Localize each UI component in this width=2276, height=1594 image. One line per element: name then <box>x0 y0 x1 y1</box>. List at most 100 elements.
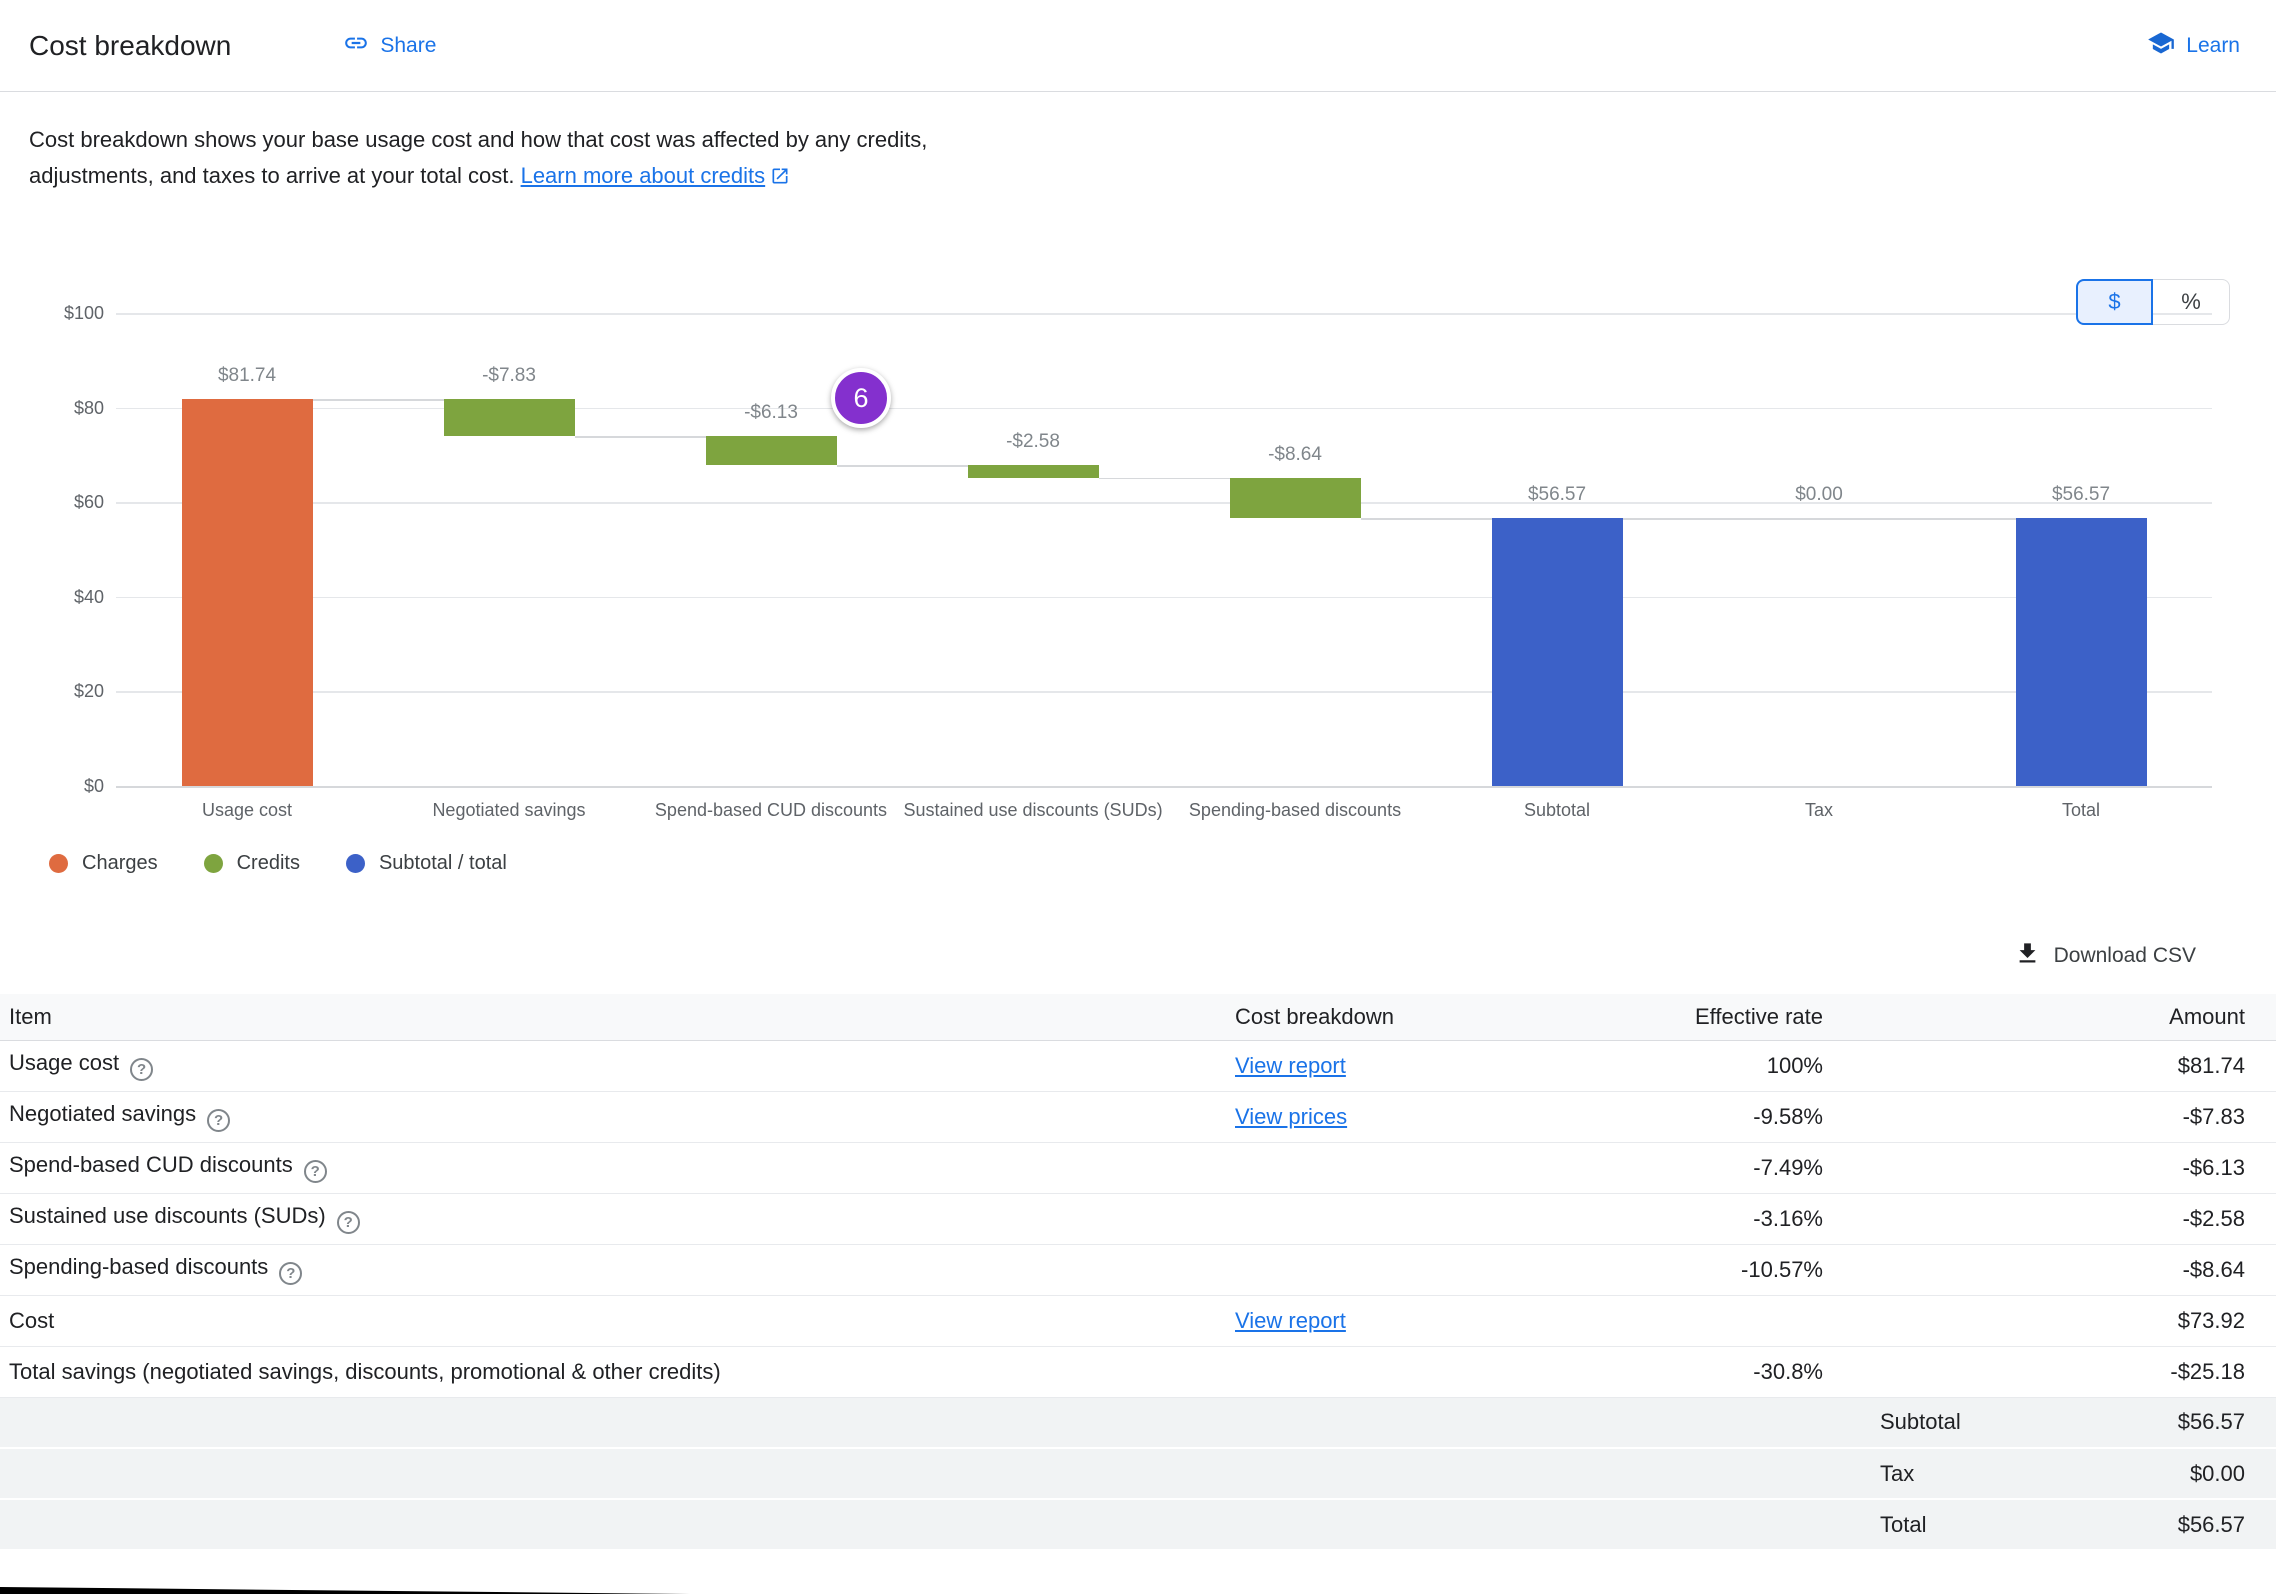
table-row: Spend-based CUD discounts? -7.49% -$6.13 <box>0 1142 2276 1194</box>
summary-cell: Total $56.57 <box>1823 1499 2276 1551</box>
summary-fill-cell <box>0 1397 1823 1449</box>
column-header-cost-breakdown: Cost breakdown <box>1226 994 1660 1041</box>
item-label: Spending-based discounts <box>9 1254 269 1279</box>
download-icon <box>2014 940 2041 973</box>
bar-usage-cost[interactable] <box>181 399 313 786</box>
item-label: Total savings (negotiated savings, disco… <box>9 1358 721 1384</box>
gridline <box>116 502 2212 504</box>
bar-spending-based-discounts[interactable] <box>1229 477 1361 519</box>
legend-dot <box>345 853 365 873</box>
description-text: Cost breakdown shows your base usage cos… <box>29 127 928 188</box>
table-row: Negotiated savings? View prices -9.58% -$7.… <box>0 1091 2276 1143</box>
x-axis-category-label: Negotiated savings <box>432 800 586 820</box>
column-header-amount: Amount <box>1823 994 2276 1041</box>
download-csv-button[interactable]: Download CSV <box>2014 940 2196 972</box>
zero-bar-line <box>1753 518 1885 520</box>
waterfall-connector <box>574 436 706 438</box>
item-cell: Spending-based discounts? <box>0 1244 1226 1296</box>
item-cell: Negotiated savings? <box>0 1091 1226 1143</box>
legend-dot <box>49 853 68 873</box>
bar-value-label: $0.00 <box>1795 484 1843 506</box>
bar-value-label: -$7.83 <box>482 365 536 387</box>
help-circle-icon[interactable]: ? <box>303 1160 327 1183</box>
summary-row-subtotal: Subtotal $56.57 <box>0 1397 2276 1449</box>
x-axis-category-label: Sustained use discounts (SUDs) <box>903 800 1163 820</box>
waterfall-connector <box>1622 518 1754 520</box>
item-label: Usage cost <box>9 1050 120 1075</box>
view-report-link[interactable]: View report <box>1235 1307 1346 1333</box>
bar-value-label: $56.57 <box>1527 484 1587 506</box>
x-axis-category-label: Total <box>2061 800 2101 820</box>
effective-rate-cell: -9.58% <box>1660 1091 1823 1143</box>
x-axis-category-label: Subtotal <box>1523 800 1591 820</box>
main-content: Cost breakdown shows your base usage cos… <box>0 122 2276 1551</box>
table-header-row: Item Cost breakdown Effective rate Amoun… <box>0 994 2276 1041</box>
learn-label: Learn <box>2186 33 2240 57</box>
learn-more-credits-link[interactable]: Learn more about credits <box>521 163 791 188</box>
gridline <box>116 596 2212 599</box>
gridline <box>116 407 2212 410</box>
y-axis-tick: $60 <box>73 492 104 513</box>
bar-subtotal[interactable] <box>1491 518 1623 786</box>
effective-rate-cell <box>1660 1295 1823 1347</box>
summary-label: Subtotal <box>1880 1409 1961 1435</box>
item-label: Cost <box>9 1307 55 1333</box>
item-cell: Usage cost? <box>0 1040 1226 1092</box>
screen-edge-artifact <box>0 1587 690 1594</box>
summary-amount: $56.57 <box>2177 1409 2245 1435</box>
bar-negotiated-savings[interactable] <box>443 399 575 437</box>
column-header-item: Item <box>0 994 1226 1041</box>
legend-label: Subtotal / total <box>378 851 507 874</box>
summary-amount: $0.00 <box>2189 1460 2245 1486</box>
bar-spend-based-cud-discounts[interactable] <box>705 436 837 466</box>
summary-amount: $56.57 <box>2177 1511 2245 1537</box>
table-row: Sustained use discounts (SUDs)? -3.16% -$2… <box>0 1193 2276 1245</box>
step-badge: 6 <box>831 368 891 428</box>
bar-total[interactable] <box>2015 518 2147 786</box>
effective-rate-cell: -3.16% <box>1660 1193 1823 1245</box>
x-axis-category-label: Usage cost <box>201 800 293 820</box>
gridline <box>116 786 2212 788</box>
effective-rate-cell: -30.8% <box>1660 1346 1823 1398</box>
help-circle-icon[interactable]: ? <box>130 1058 154 1081</box>
percent-toggle-button[interactable]: % <box>2153 279 2230 325</box>
learn-button[interactable]: Learn <box>2147 29 2240 63</box>
y-axis-tick: $40 <box>73 586 104 607</box>
dollar-toggle-button[interactable]: $ <box>2076 279 2153 325</box>
summary-fill-cell <box>0 1448 1823 1500</box>
open-in-new-icon <box>770 161 790 197</box>
amount-cell: $73.92 <box>1823 1295 2276 1347</box>
cost-breakdown-cell <box>1226 1244 1660 1296</box>
amount-cell: -$25.18 <box>1823 1346 2276 1398</box>
waterfall-connector <box>1098 477 1230 480</box>
summary-cell: Subtotal $56.57 <box>1823 1397 2276 1449</box>
help-circle-icon[interactable]: ? <box>207 1109 231 1132</box>
y-axis-tick: $80 <box>73 397 104 418</box>
summary-label: Tax <box>1880 1460 1915 1486</box>
legend-item-credits: Credits <box>203 852 300 875</box>
view-prices-link[interactable]: View prices <box>1235 1103 1348 1129</box>
help-circle-icon[interactable]: ? <box>336 1211 360 1234</box>
item-label: Sustained use discounts (SUDs) <box>9 1203 326 1228</box>
summary-inner: Subtotal $56.57 <box>1823 1409 2276 1435</box>
waterfall-connector <box>1884 518 2016 520</box>
bar-sustained-use-discounts-suds[interactable] <box>967 465 1099 478</box>
summary-row-total: Total $56.57 <box>0 1499 2276 1551</box>
help-circle-icon[interactable]: ? <box>279 1262 303 1285</box>
item-label: Spend-based CUD discounts <box>9 1152 293 1177</box>
cost-breakdown-cell: View report <box>1226 1295 1660 1347</box>
table-row: Cost View report $73.92 <box>0 1295 2276 1347</box>
chart-legend: Charges Credits Subtotal / total <box>49 848 2276 878</box>
item-cell: Total savings (negotiated savings, disco… <box>0 1346 1226 1398</box>
item-cell: Sustained use discounts (SUDs)? <box>0 1193 1226 1245</box>
view-report-link[interactable]: View report <box>1235 1052 1346 1078</box>
bar-value-label: $56.57 <box>2051 484 2111 506</box>
share-button[interactable]: Share <box>343 30 436 62</box>
summary-row-tax: Tax $0.00 <box>0 1448 2276 1500</box>
x-axis-category-label: Spending-based discounts <box>1188 800 1402 820</box>
cost-breakdown-cell <box>1226 1142 1660 1194</box>
currency-percent-toggle: $ % <box>2076 279 2230 325</box>
summary-fill-cell <box>0 1499 1823 1551</box>
gridline <box>116 691 2212 693</box>
item-label: Negotiated savings <box>9 1101 197 1126</box>
